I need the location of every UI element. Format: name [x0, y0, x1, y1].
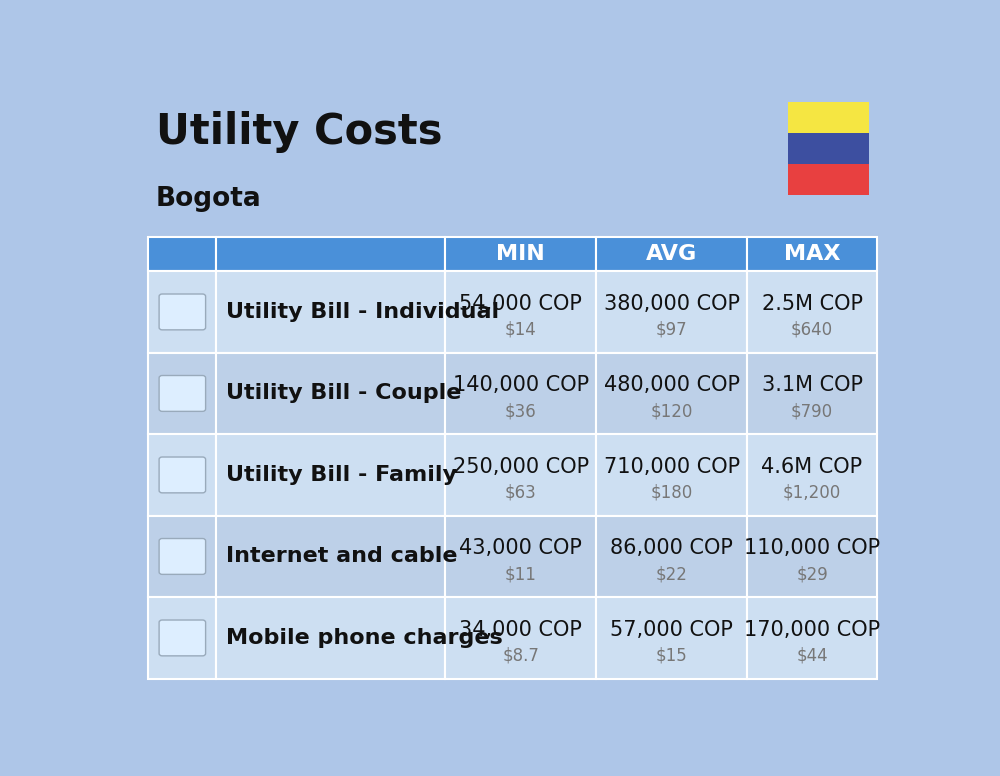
FancyBboxPatch shape [596, 435, 747, 516]
Text: 250,000 COP: 250,000 COP [453, 457, 589, 476]
FancyBboxPatch shape [445, 598, 596, 679]
Text: 2.5M COP: 2.5M COP [762, 294, 863, 314]
Text: Utility Costs: Utility Costs [156, 111, 442, 153]
Text: Utility Bill - Individual: Utility Bill - Individual [226, 302, 499, 322]
FancyBboxPatch shape [788, 102, 869, 133]
FancyBboxPatch shape [596, 237, 747, 271]
FancyBboxPatch shape [148, 516, 216, 598]
FancyBboxPatch shape [596, 352, 747, 435]
FancyBboxPatch shape [747, 352, 877, 435]
FancyBboxPatch shape [445, 271, 596, 352]
FancyBboxPatch shape [159, 294, 206, 330]
Text: 43,000 COP: 43,000 COP [459, 539, 582, 558]
FancyBboxPatch shape [159, 620, 206, 656]
Text: 34,000 COP: 34,000 COP [459, 620, 582, 639]
FancyBboxPatch shape [159, 457, 206, 493]
Text: 170,000 COP: 170,000 COP [744, 620, 880, 639]
Text: 4.6M COP: 4.6M COP [761, 457, 863, 476]
Text: 86,000 COP: 86,000 COP [610, 539, 733, 558]
Text: Bogota: Bogota [156, 185, 262, 212]
FancyBboxPatch shape [445, 352, 596, 435]
Text: $790: $790 [791, 403, 833, 421]
Text: $180: $180 [651, 484, 693, 502]
Text: $11: $11 [505, 566, 537, 584]
FancyBboxPatch shape [747, 516, 877, 598]
FancyBboxPatch shape [159, 539, 206, 574]
FancyBboxPatch shape [747, 598, 877, 679]
Text: $63: $63 [505, 484, 537, 502]
FancyBboxPatch shape [596, 271, 747, 352]
Text: 710,000 COP: 710,000 COP [604, 457, 740, 476]
FancyBboxPatch shape [216, 435, 445, 516]
FancyBboxPatch shape [148, 598, 216, 679]
Text: 3.1M COP: 3.1M COP [762, 376, 863, 395]
Text: 380,000 COP: 380,000 COP [604, 294, 740, 314]
Text: $29: $29 [796, 566, 828, 584]
Text: $36: $36 [505, 403, 537, 421]
Text: $97: $97 [656, 320, 688, 339]
Text: MAX: MAX [784, 244, 840, 264]
Text: 57,000 COP: 57,000 COP [610, 620, 733, 639]
Text: Utility Bill - Couple: Utility Bill - Couple [226, 383, 461, 404]
Text: Utility Bill - Family: Utility Bill - Family [226, 465, 457, 485]
Text: 480,000 COP: 480,000 COP [604, 376, 740, 395]
FancyBboxPatch shape [788, 164, 869, 195]
FancyBboxPatch shape [216, 271, 445, 352]
Text: 110,000 COP: 110,000 COP [744, 539, 880, 558]
FancyBboxPatch shape [216, 352, 445, 435]
FancyBboxPatch shape [148, 435, 216, 516]
FancyBboxPatch shape [747, 237, 877, 271]
FancyBboxPatch shape [747, 435, 877, 516]
FancyBboxPatch shape [148, 352, 216, 435]
Text: Internet and cable: Internet and cable [226, 546, 457, 566]
Text: MIN: MIN [496, 244, 545, 264]
FancyBboxPatch shape [596, 516, 747, 598]
Text: 140,000 COP: 140,000 COP [453, 376, 589, 395]
FancyBboxPatch shape [747, 271, 877, 352]
FancyBboxPatch shape [445, 237, 596, 271]
Text: $640: $640 [791, 320, 833, 339]
Text: $14: $14 [505, 320, 537, 339]
Text: $15: $15 [656, 647, 688, 665]
FancyBboxPatch shape [216, 516, 445, 598]
Text: $8.7: $8.7 [502, 647, 539, 665]
FancyBboxPatch shape [159, 376, 206, 411]
Text: $22: $22 [656, 566, 688, 584]
FancyBboxPatch shape [596, 598, 747, 679]
FancyBboxPatch shape [445, 435, 596, 516]
Text: 54,000 COP: 54,000 COP [459, 294, 582, 314]
FancyBboxPatch shape [216, 237, 445, 271]
Text: $44: $44 [796, 647, 828, 665]
Text: Mobile phone charges: Mobile phone charges [226, 628, 503, 648]
FancyBboxPatch shape [148, 237, 216, 271]
Text: AVG: AVG [646, 244, 697, 264]
FancyBboxPatch shape [216, 598, 445, 679]
FancyBboxPatch shape [148, 271, 216, 352]
FancyBboxPatch shape [788, 133, 869, 164]
FancyBboxPatch shape [445, 516, 596, 598]
Text: $1,200: $1,200 [783, 484, 841, 502]
Text: $120: $120 [651, 403, 693, 421]
